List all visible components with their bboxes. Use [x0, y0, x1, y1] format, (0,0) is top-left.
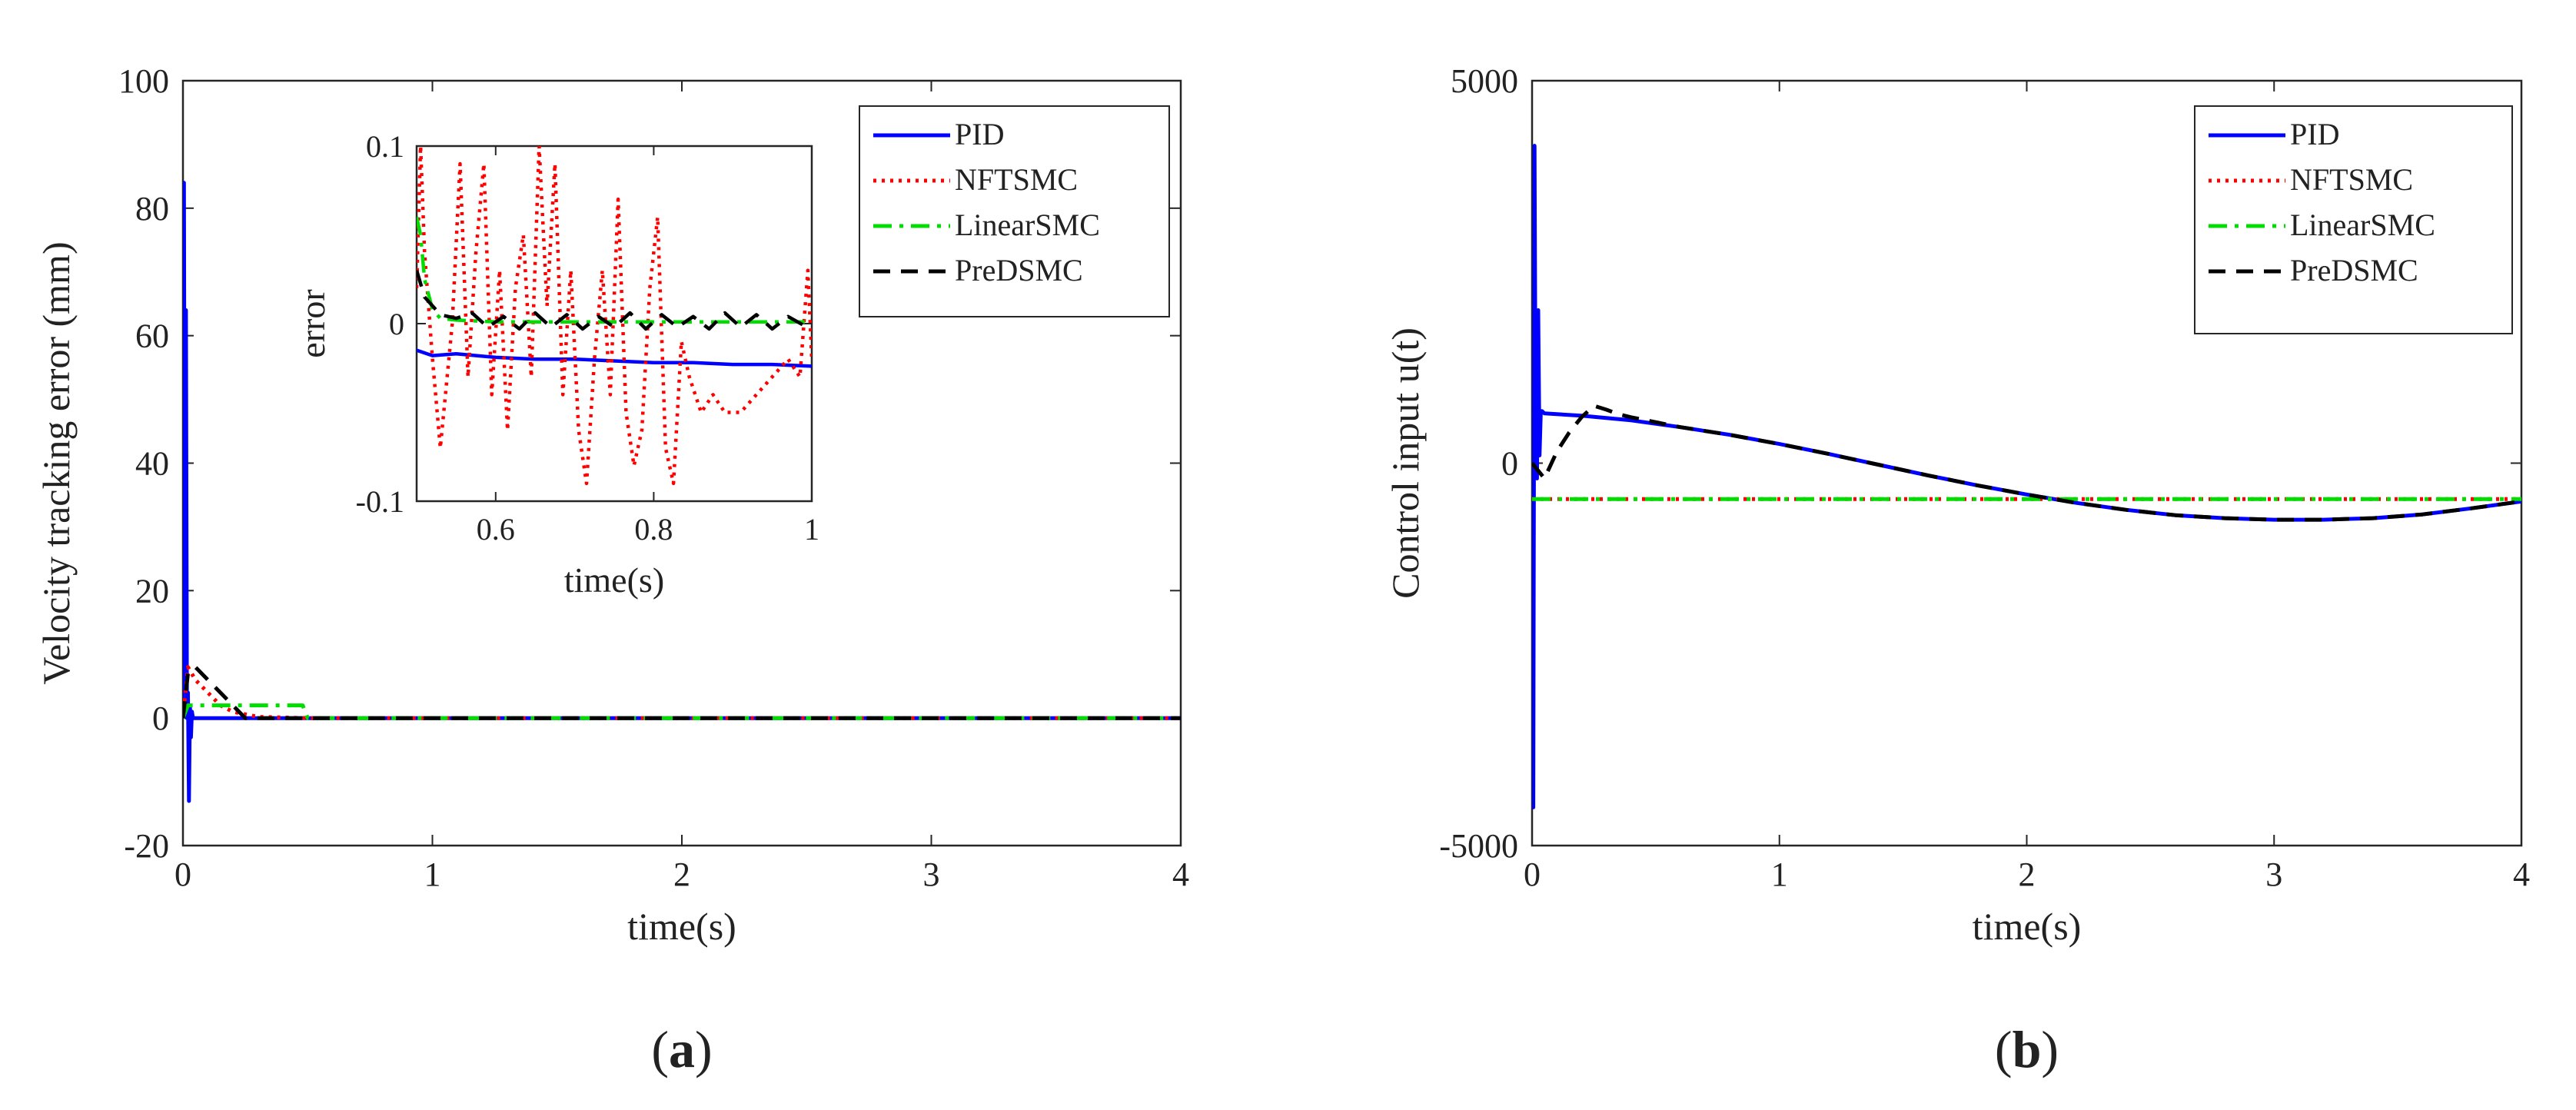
x-axis-label: time(s) — [1973, 905, 2082, 948]
y-tick-label: -5000 — [1439, 827, 1518, 865]
legend: PID NFTSMC LinearSMC PreDSMC — [859, 105, 1170, 317]
panel-label: (b) — [1995, 1020, 2059, 1078]
x-tick-label: 2 — [2019, 856, 2036, 893]
legend-label-pid: PID — [955, 117, 1004, 151]
y-axis-label: Velocity tracking error (mm) — [35, 241, 78, 684]
y-tick-label: 40 — [135, 445, 169, 483]
legend-label-nftsmc: NFTSMC — [955, 162, 1078, 197]
inset-x-tick-label: 1 — [804, 512, 819, 547]
inset-x-axis-label: time(s) — [564, 560, 664, 600]
legend-label-predsmc: PreDSMC — [2290, 253, 2418, 287]
legend: PID NFTSMC LinearSMC PreDSMC — [2194, 105, 2513, 334]
series-line-nftsmc — [183, 665, 1181, 720]
x-tick-label: 0 — [175, 856, 191, 893]
y-tick-label: 20 — [135, 572, 169, 610]
legend-label-linearsmc: LinearSMC — [2290, 208, 2435, 242]
inset-y-tick-label: -0.1 — [356, 484, 404, 519]
legend-label-linearsmc: LinearSMC — [955, 208, 1100, 242]
x-tick-label: 1 — [424, 856, 441, 893]
x-tick-label: 4 — [2513, 856, 2530, 893]
panel-label: (a) — [651, 1020, 712, 1078]
legend-label-pid: PID — [2290, 117, 2339, 151]
x-axis-label: time(s) — [627, 905, 736, 948]
legend-frame — [859, 105, 1170, 317]
inset-y-axis-label: error — [293, 289, 332, 357]
x-tick-label: 4 — [1172, 856, 1189, 893]
inset-series-line-linearsmc — [417, 216, 812, 324]
series-line-predsmc — [1532, 404, 2521, 522]
y-tick-label: 60 — [135, 317, 169, 355]
series-line-pid — [1532, 144, 2521, 809]
inset-series-line-pid — [417, 348, 812, 368]
y-tick-label: -20 — [124, 827, 169, 865]
y-tick-label: 100 — [118, 62, 169, 100]
y-tick-label: 0 — [1501, 445, 1518, 483]
inset-y-tick-label: 0.1 — [366, 129, 404, 164]
legend-label-predsmc: PreDSMC — [955, 253, 1083, 287]
y-tick-label: 80 — [135, 190, 169, 228]
x-tick-label: 1 — [1771, 856, 1788, 893]
inset-chart: 0.6 0.8 1 -0.1 0 0.1 time(s) error — [293, 129, 819, 600]
inset-frame — [415, 145, 813, 503]
inset-x-tick-label: 0.6 — [477, 512, 515, 547]
inset-x-tick-label: 0.8 — [634, 512, 673, 547]
y-axis-label: Control input u(t) — [1384, 327, 1427, 599]
x-tick-label: 3 — [2265, 856, 2282, 893]
inset-series-line-predsmc — [417, 270, 812, 331]
x-tick-label: 2 — [673, 856, 690, 893]
x-tick-label: 0 — [1524, 856, 1541, 893]
x-tick-label: 3 — [923, 856, 940, 893]
y-tick-label: 5000 — [1451, 62, 1518, 100]
legend-label-nftsmc: NFTSMC — [2290, 162, 2413, 197]
inset-y-tick-label: 0 — [389, 307, 404, 341]
series-line-predsmc — [183, 665, 1181, 720]
inset-series-line-nftsmc — [417, 146, 812, 486]
y-tick-label: 0 — [152, 700, 169, 737]
legend-frame — [2194, 105, 2513, 334]
